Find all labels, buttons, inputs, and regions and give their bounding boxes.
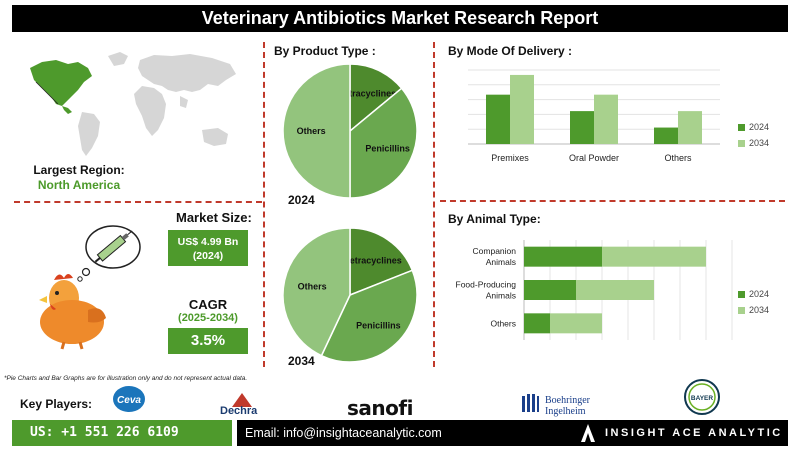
legend-swatch-2034 [738,140,745,147]
category-label: Others [664,153,692,163]
market-size-value: US$ 4.99 Bn [177,236,239,248]
brand-logo-icon [581,424,595,442]
pie-slice-others-2024 [282,63,351,199]
market-size-badge: US$ 4.99 Bn (2024) [168,230,248,266]
bayer-logo: BAYER [684,379,720,415]
mode-of-delivery-heading: By Mode Of Delivery : [448,44,573,58]
pie-slice-tetracyclines-2024 [349,63,403,133]
pie-label-others-2024: Others [297,126,326,136]
cagr-value: 3.5% [168,328,248,354]
pie-label-others-2034: Others [298,282,327,292]
disclaimer: *Pie Charts and Bar Graphs are for illus… [4,375,248,382]
cagr-label: CAGR [188,297,228,312]
boehringer-logo-mark [522,394,539,412]
category-label: Food-Producing Animals [456,280,517,301]
pie-year-2024: 2024 [288,193,315,207]
bayer-logo-text: BAYER [691,395,713,402]
category-label: Others [490,318,516,328]
bar-companion-animals-2034 [602,246,706,267]
legend-swatch-2034 [738,307,745,314]
bar-others-2034 [550,313,602,334]
boehringer-line-1: Boehringer [545,395,590,406]
legend-label-2034: 2034 [749,138,769,148]
report-title: Veterinary Antibiotics Market Research R… [12,5,788,32]
north-america-highlight [30,60,92,106]
key-players-label: Key Players: [20,397,93,411]
bar-others-2024 [654,127,678,144]
divider-vertical-left [263,42,265,367]
category-label: Premixes [491,153,529,163]
cagr-period: (2025-2034) [178,312,238,324]
email-address[interactable]: Email: info@insightaceanalytic.com [245,426,442,440]
divider-horizontal-left [14,201,262,203]
divider-horizontal-right [440,200,785,202]
contact-bar: Email: info@insightaceanalytic.com INSIG… [237,420,788,446]
pie-label-penicillins-2034: Penicillins [356,320,401,330]
sanofi-logo: sanofi [347,396,413,420]
legend-swatch-2024 [738,291,745,298]
product-type-heading: By Product Type : [274,44,376,58]
category-label: Companion Animals [473,246,517,267]
pie-chart-2024: Tetracyclines Penicillins Others [282,63,418,199]
legend-label-2024: 2024 [749,122,769,132]
pie-slice-penicillins-2034 [320,269,418,363]
pie-label-tetracyclines-2034: Tetracyclines [345,256,402,266]
divider-vertical-right [433,42,435,367]
brand-name: INSIGHT ACE ANALYTIC [605,427,783,439]
pie-slice-penicillins-2024 [349,87,418,199]
bar-others-2034 [678,111,702,144]
largest-region-label: Largest Region: [33,163,125,177]
pie-slice-tetracyclines-2034 [349,227,414,297]
animal-type-chart: Companion Animals Food-Producing Animals Oth… [456,240,769,340]
bar-food-producing-animals-2034 [576,280,654,300]
bar-oral-powder-2024 [570,111,594,144]
legend-label-2034: 2034 [749,305,769,315]
boehringer-logo-text: Boehringer Ingelheim [545,395,590,417]
market-size-label: Market Size: [176,210,252,225]
category-label: Oral Powder [569,153,619,163]
pie-slice-others-2034 [282,227,351,357]
chicken-illustration [39,225,141,350]
animal-type-heading: By Animal Type: [448,212,541,226]
pie-label-tetracyclines-2024: Tetracyclines [339,88,396,98]
bar-premixes-2024 [486,94,510,144]
ceva-logo-text: Ceva [117,395,141,406]
bar-oral-powder-2034 [594,94,618,144]
syringe-icon [94,230,133,263]
legend-swatch-2024 [738,124,745,131]
legend-label-2024: 2024 [749,289,769,299]
boehringer-line-2: Ingelheim [545,406,586,417]
bar-companion-animals-2024 [524,246,602,267]
mode-of-delivery-chart: Premixes Oral Powder Others 2024 2034 [468,69,769,163]
ceva-logo: Ceva [113,386,145,412]
market-size-year: (2024) [192,250,224,262]
bar-others-2024 [524,313,550,334]
phone-number[interactable]: US: +1 551 226 6109 [12,420,232,446]
world-map [30,52,236,156]
bar-food-producing-animals-2024 [524,280,576,300]
bar-premixes-2034 [510,74,534,144]
dechra-logo-mark [232,393,252,407]
pie-chart-2034: Tetracyclines Penicillins Others [282,227,418,363]
pie-year-2034: 2034 [288,354,315,368]
largest-region-value: North America [37,178,121,192]
pie-label-penicillins-2024: Penicillins [365,144,410,154]
dechra-logo-text: Dechra [220,405,258,417]
